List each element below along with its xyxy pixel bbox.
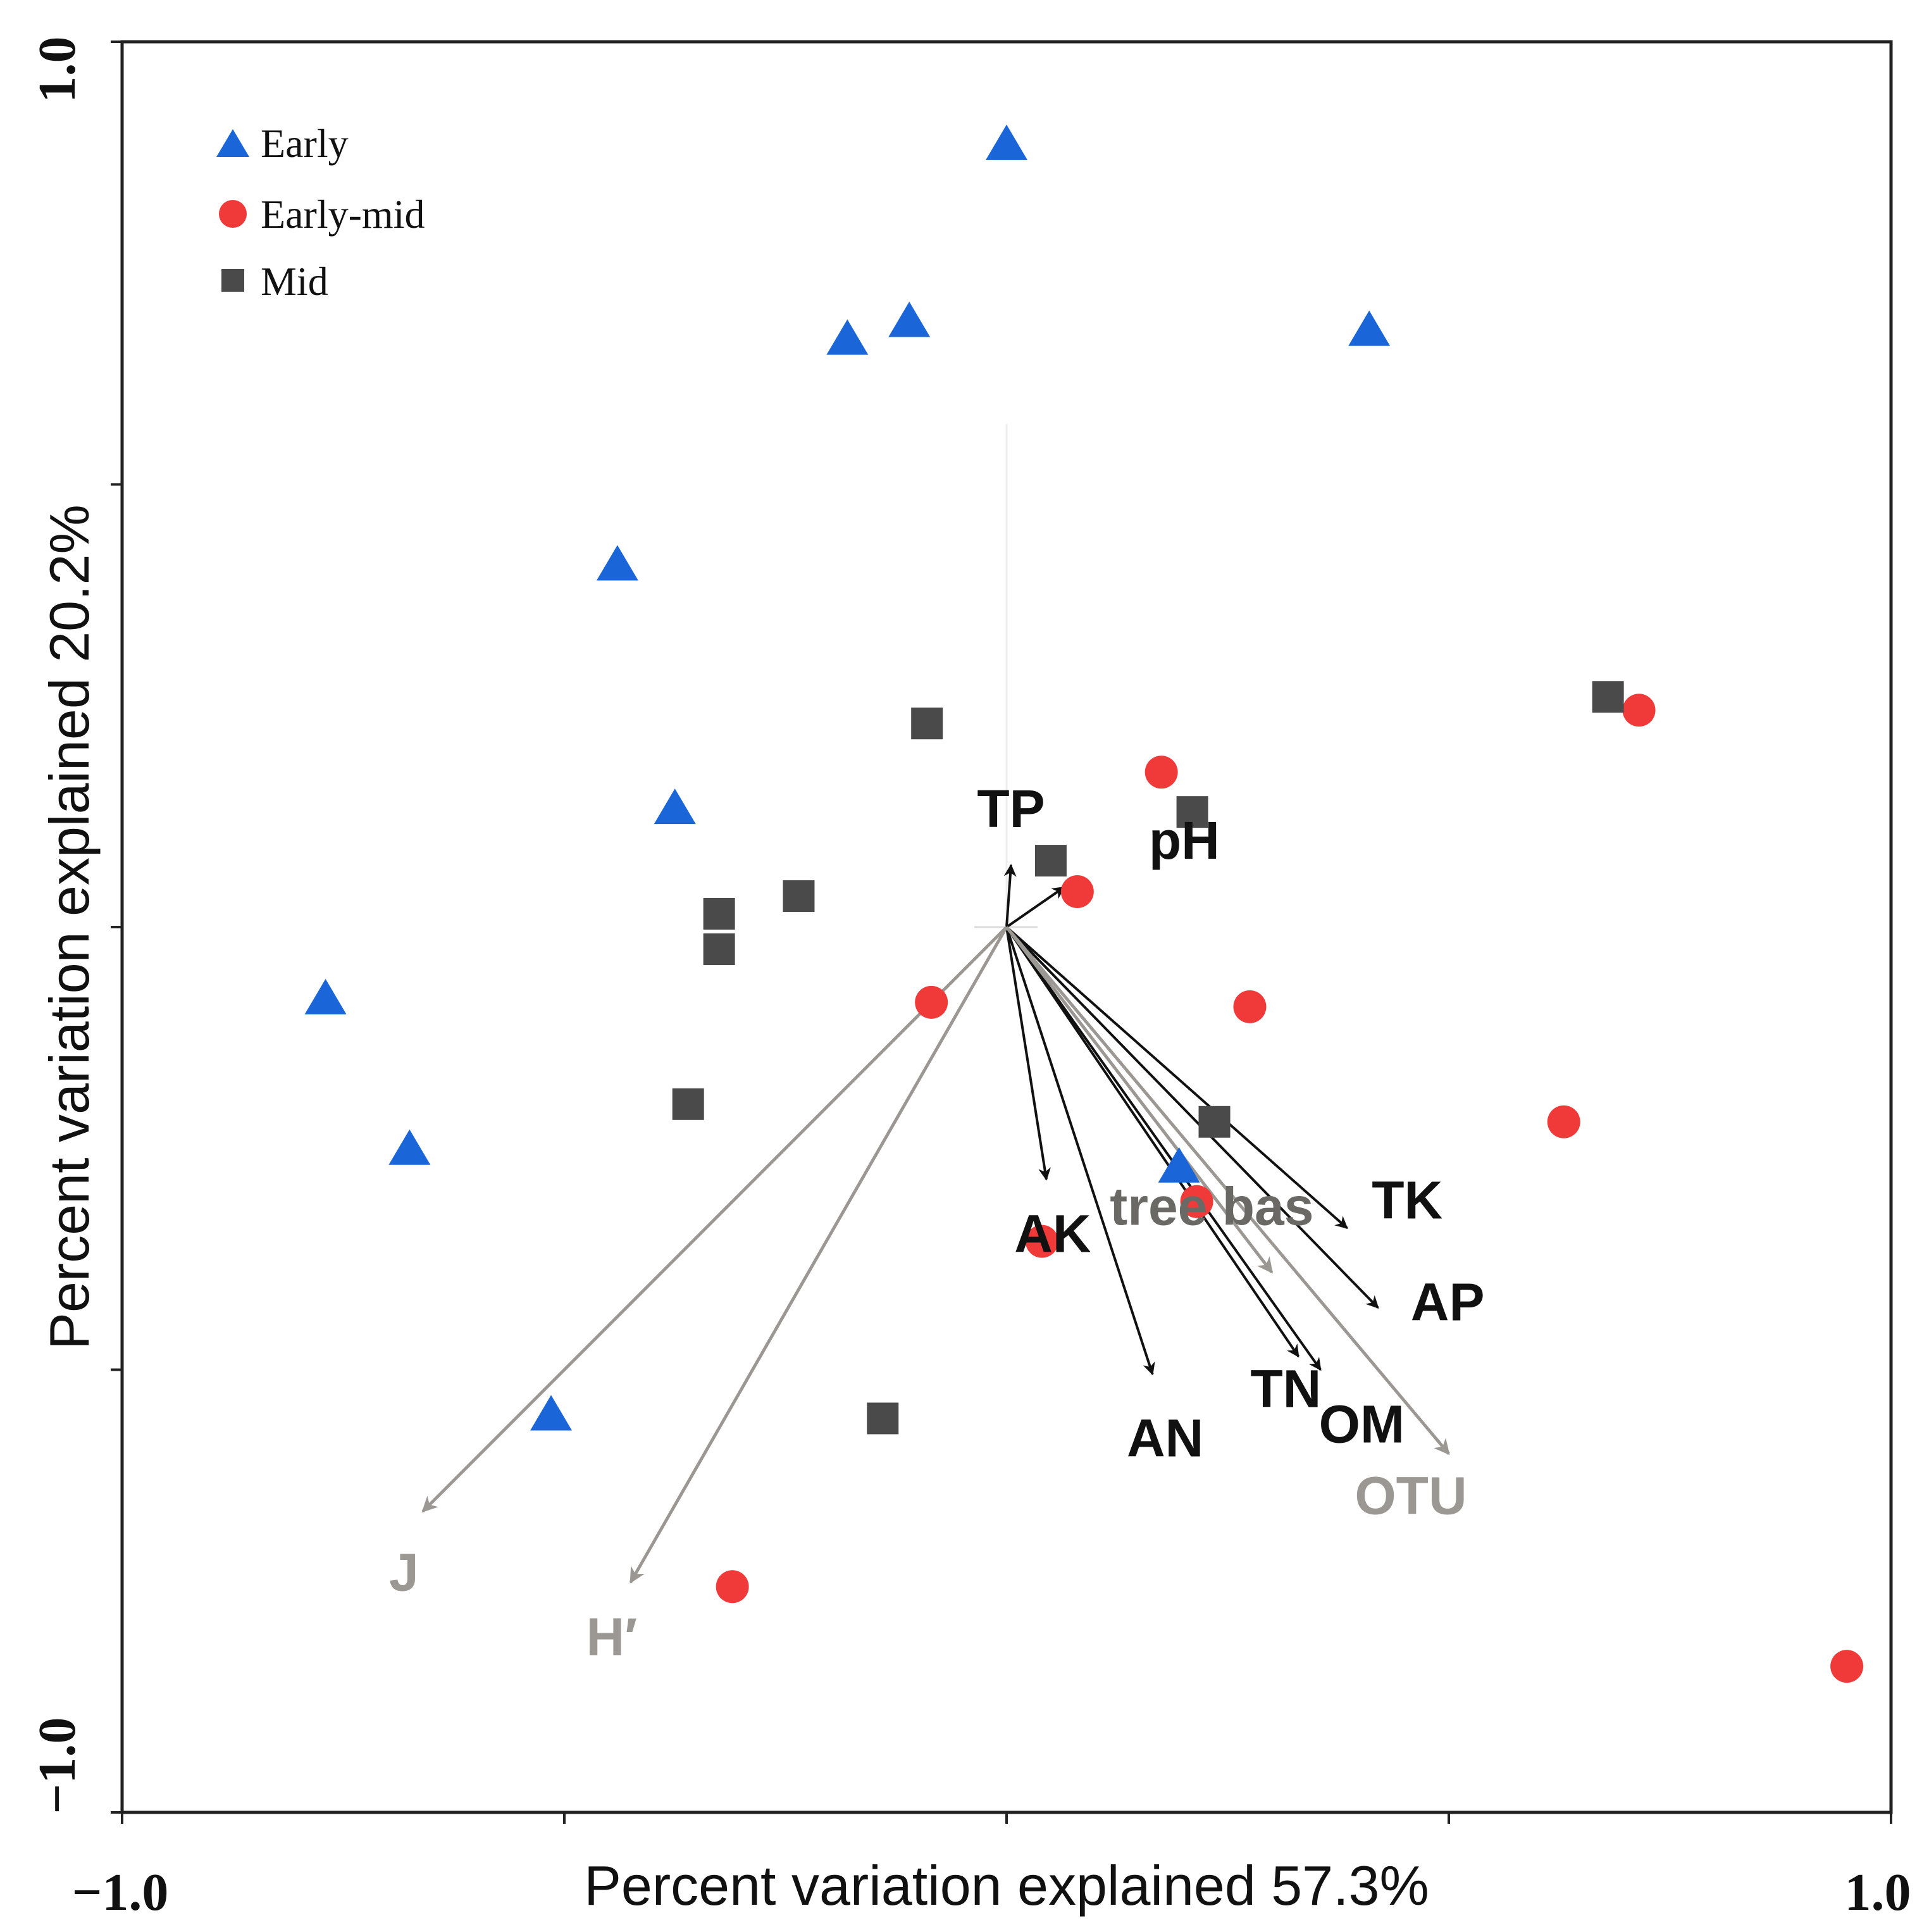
vector-label-otu: OTU bbox=[1355, 1466, 1467, 1525]
early-point bbox=[986, 124, 1027, 160]
vector-label-tn: TN bbox=[1250, 1359, 1321, 1419]
early-mid-point bbox=[1180, 1185, 1213, 1218]
legend-early-mid-label: Early-mid bbox=[261, 192, 425, 237]
early-mid-point bbox=[1144, 756, 1178, 789]
mid-point bbox=[867, 1402, 899, 1435]
vector-label-h: H′ bbox=[586, 1607, 637, 1666]
legend-early-label: Early bbox=[261, 121, 349, 166]
mid-point bbox=[1034, 845, 1067, 877]
legend-early-mid-marker bbox=[219, 200, 247, 228]
mid-point bbox=[703, 898, 735, 930]
vector-label-ak: AK bbox=[1014, 1204, 1091, 1264]
axis-ticks bbox=[111, 41, 1892, 1824]
y-tick-label-max: 1.0 bbox=[28, 37, 87, 103]
early-mid-point bbox=[1025, 1225, 1058, 1258]
vector-arrow-ap bbox=[1005, 926, 1379, 1309]
vector-label-an: AN bbox=[1127, 1408, 1203, 1468]
early-mid-point bbox=[1547, 1105, 1580, 1138]
vector-label-tk: TK bbox=[1372, 1171, 1442, 1230]
mid-point bbox=[1176, 796, 1208, 828]
mid-point bbox=[911, 707, 943, 740]
legend-mid-marker bbox=[221, 269, 244, 292]
early-mid-point bbox=[1830, 1650, 1864, 1683]
vector-label-j: J bbox=[389, 1542, 419, 1602]
early-mid-point bbox=[716, 1570, 749, 1604]
early-mid-point bbox=[1622, 694, 1656, 727]
early-point bbox=[530, 1395, 573, 1431]
x-tick-label-max: 1.0 bbox=[1845, 1863, 1911, 1922]
y-axis-title: Percent variation explained 20.2% bbox=[38, 504, 101, 1350]
x-tick-label-min: −1.0 bbox=[72, 1863, 169, 1922]
early-point bbox=[826, 319, 869, 355]
vector-label-om: OM bbox=[1319, 1395, 1405, 1454]
vector-arrow-otu bbox=[1005, 926, 1450, 1455]
mid-point bbox=[703, 933, 735, 965]
vector-arrow-ak bbox=[1005, 926, 1051, 1181]
vector-arrow-tree-bas bbox=[1005, 926, 1274, 1274]
mid-point bbox=[672, 1088, 704, 1120]
vector-arrow-ph bbox=[1005, 886, 1065, 928]
vector-label-tree-bas: tree bas bbox=[1110, 1177, 1313, 1237]
vector-arrow-j bbox=[421, 926, 1008, 1513]
vector-label-tp: TP bbox=[977, 779, 1045, 838]
vector-arrow-tk bbox=[1005, 926, 1348, 1230]
vector-arrow-h bbox=[629, 926, 1008, 1584]
early-point bbox=[654, 788, 696, 825]
mid-point bbox=[1592, 681, 1624, 713]
early-mid-point bbox=[915, 985, 948, 1019]
early-mid-point bbox=[1060, 875, 1094, 909]
vector-label-ap: AP bbox=[1411, 1273, 1485, 1332]
mid-point bbox=[1198, 1106, 1231, 1138]
early-point bbox=[1348, 310, 1391, 346]
vector-arrows bbox=[421, 864, 1450, 1584]
y-tick-label-min: −1.0 bbox=[28, 1717, 87, 1814]
early-point bbox=[388, 1129, 431, 1165]
sample-points bbox=[304, 124, 1864, 1683]
vector-arrow-tp bbox=[1003, 864, 1017, 928]
legend-early-marker bbox=[216, 129, 249, 157]
early-mid-point bbox=[1233, 990, 1267, 1023]
legend: Early Early-mid Mid bbox=[216, 121, 425, 304]
early-point bbox=[596, 545, 638, 581]
mid-point bbox=[783, 880, 815, 913]
vector-label-ph: pH bbox=[1149, 811, 1220, 870]
vector-arrow-an bbox=[1005, 926, 1155, 1376]
early-point bbox=[1158, 1147, 1200, 1183]
vector-arrow-tn bbox=[1005, 926, 1299, 1358]
early-point bbox=[304, 978, 347, 1014]
x-axis-title: Percent variation explained 57.3% bbox=[584, 1854, 1429, 1917]
early-point bbox=[888, 301, 931, 337]
legend-mid-label: Mid bbox=[261, 259, 328, 304]
vector-arrow-om bbox=[1005, 926, 1322, 1371]
